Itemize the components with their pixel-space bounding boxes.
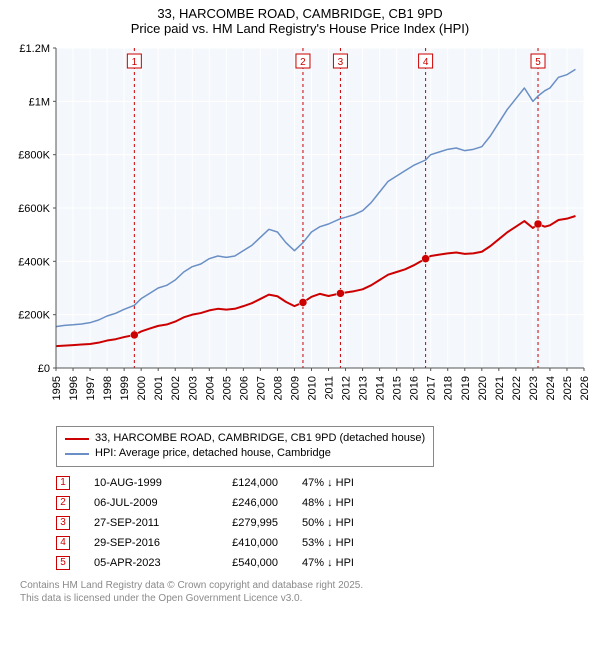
svg-text:2026: 2026 — [579, 376, 591, 400]
svg-text:1997: 1997 — [85, 376, 97, 400]
svg-text:2014: 2014 — [375, 376, 387, 400]
transaction-price: £124,000 — [208, 477, 278, 489]
transaction-price: £410,000 — [208, 537, 278, 549]
svg-text:2009: 2009 — [289, 376, 301, 400]
transaction-date: 06-JUL-2009 — [94, 497, 184, 509]
transaction-row: 4 29-SEP-2016 £410,000 53% ↓ HPI — [56, 533, 580, 553]
svg-text:2004: 2004 — [204, 376, 216, 400]
svg-text:£200K: £200K — [18, 310, 50, 322]
transaction-price: £246,000 — [208, 497, 278, 509]
transaction-price: £540,000 — [208, 557, 278, 569]
svg-text:£800K: £800K — [18, 150, 50, 162]
svg-text:2021: 2021 — [494, 376, 506, 400]
svg-text:2001: 2001 — [153, 376, 165, 400]
svg-text:2023: 2023 — [528, 376, 540, 400]
legend-item: HPI: Average price, detached house, Camb… — [65, 446, 425, 461]
svg-text:£0: £0 — [38, 363, 50, 375]
svg-text:2013: 2013 — [358, 376, 370, 400]
transaction-pct: 48% ↓ HPI — [302, 497, 392, 509]
svg-text:2025: 2025 — [562, 376, 574, 400]
transaction-marker: 2 — [56, 496, 70, 510]
svg-text:1: 1 — [132, 57, 138, 68]
svg-text:2000: 2000 — [136, 376, 148, 400]
svg-text:2016: 2016 — [409, 376, 421, 400]
svg-text:2020: 2020 — [477, 376, 489, 400]
legend-label: HPI: Average price, detached house, Camb… — [95, 446, 331, 461]
footer-line-2: This data is licensed under the Open Gov… — [20, 592, 580, 605]
transaction-price: £279,995 — [208, 517, 278, 529]
transaction-marker: 4 — [56, 536, 70, 550]
svg-text:2: 2 — [300, 57, 306, 68]
transaction-pct: 53% ↓ HPI — [302, 537, 392, 549]
transaction-marker: 1 — [56, 476, 70, 490]
svg-text:£1M: £1M — [29, 96, 50, 108]
svg-text:2007: 2007 — [255, 376, 267, 400]
line-chart-svg: £0 £200K £400K £600K £800K £1M £1.2M 1995 1996 19… — [0, 38, 600, 418]
transaction-row: 2 06-JUL-2009 £246,000 48% ↓ HPI — [56, 493, 580, 513]
transaction-date: 27-SEP-2011 — [94, 517, 184, 529]
transaction-date: 05-APR-2023 — [94, 557, 184, 569]
svg-text:1995: 1995 — [51, 376, 63, 400]
transaction-row: 1 10-AUG-1999 £124,000 47% ↓ HPI — [56, 473, 580, 493]
transaction-row: 3 27-SEP-2011 £279,995 50% ↓ HPI — [56, 513, 580, 533]
legend: 33, HARCOMBE ROAD, CAMBRIDGE, CB1 9PD (d… — [56, 426, 434, 467]
transaction-date: 29-SEP-2016 — [94, 537, 184, 549]
svg-text:4: 4 — [423, 57, 429, 68]
svg-text:£1.2M: £1.2M — [19, 43, 50, 55]
chart-container: 33, HARCOMBE ROAD, CAMBRIDGE, CB1 9PD Pr… — [0, 0, 600, 605]
legend-label: 33, HARCOMBE ROAD, CAMBRIDGE, CB1 9PD (d… — [95, 431, 425, 446]
svg-text:2006: 2006 — [238, 376, 250, 400]
svg-text:1996: 1996 — [68, 376, 80, 400]
svg-text:£400K: £400K — [18, 256, 50, 268]
svg-text:2008: 2008 — [272, 376, 284, 400]
chart-area: £0 £200K £400K £600K £800K £1M £1.2M 1995 1996 19… — [0, 38, 600, 418]
footer-attribution: Contains HM Land Registry data © Crown c… — [20, 579, 580, 605]
svg-text:2019: 2019 — [460, 376, 472, 400]
transaction-marker: 3 — [56, 516, 70, 530]
svg-text:2022: 2022 — [511, 376, 523, 400]
footer-line-1: Contains HM Land Registry data © Crown c… — [20, 579, 580, 592]
svg-text:2024: 2024 — [545, 376, 557, 400]
svg-text:2011: 2011 — [324, 376, 336, 400]
chart-subtitle: Price paid vs. HM Land Registry's House … — [0, 21, 600, 36]
legend-swatch — [65, 453, 89, 455]
legend-swatch — [65, 438, 89, 440]
transaction-pct: 50% ↓ HPI — [302, 517, 392, 529]
legend-item: 33, HARCOMBE ROAD, CAMBRIDGE, CB1 9PD (d… — [65, 431, 425, 446]
svg-text:2002: 2002 — [170, 376, 182, 400]
title-block: 33, HARCOMBE ROAD, CAMBRIDGE, CB1 9PD Pr… — [0, 0, 600, 38]
svg-text:3: 3 — [338, 57, 344, 68]
svg-text:2018: 2018 — [443, 376, 455, 400]
chart-title: 33, HARCOMBE ROAD, CAMBRIDGE, CB1 9PD — [0, 6, 600, 21]
svg-text:£600K: £600K — [18, 203, 50, 215]
svg-text:2015: 2015 — [392, 376, 404, 400]
svg-text:1998: 1998 — [102, 376, 114, 400]
transaction-marker: 5 — [56, 556, 70, 570]
svg-text:2017: 2017 — [426, 376, 438, 400]
transaction-date: 10-AUG-1999 — [94, 477, 184, 489]
transaction-table: 1 10-AUG-1999 £124,000 47% ↓ HPI 2 06-JUL-200… — [56, 473, 580, 573]
svg-text:2012: 2012 — [341, 376, 353, 400]
svg-text:2003: 2003 — [187, 376, 199, 400]
transaction-pct: 47% ↓ HPI — [302, 477, 392, 489]
transaction-row: 5 05-APR-2023 £540,000 47% ↓ HPI — [56, 553, 580, 573]
svg-text:2010: 2010 — [306, 376, 318, 400]
svg-text:5: 5 — [535, 57, 541, 68]
svg-text:2005: 2005 — [221, 376, 233, 400]
transaction-pct: 47% ↓ HPI — [302, 557, 392, 569]
svg-text:1999: 1999 — [119, 376, 131, 400]
